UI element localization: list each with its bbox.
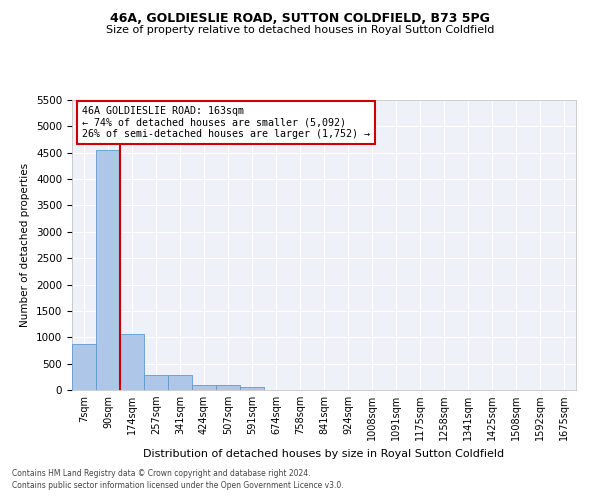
Bar: [240, 387, 264, 390]
Text: Contains public sector information licensed under the Open Government Licence v3: Contains public sector information licen…: [12, 481, 344, 490]
Bar: [168, 374, 192, 390]
Text: 46A GOLDIESLIE ROAD: 163sqm
← 74% of detached houses are smaller (5,092)
26% of : 46A GOLDIESLIE ROAD: 163sqm ← 74% of det…: [82, 106, 370, 139]
Bar: [144, 374, 168, 390]
Text: 46A, GOLDIESLIE ROAD, SUTTON COLDFIELD, B73 5PG: 46A, GOLDIESLIE ROAD, SUTTON COLDFIELD, …: [110, 12, 490, 26]
Bar: [216, 386, 240, 390]
X-axis label: Distribution of detached houses by size in Royal Sutton Coldfield: Distribution of detached houses by size …: [143, 448, 505, 458]
Y-axis label: Number of detached properties: Number of detached properties: [20, 163, 31, 327]
Bar: [120, 334, 144, 390]
Text: Size of property relative to detached houses in Royal Sutton Coldfield: Size of property relative to detached ho…: [106, 25, 494, 35]
Bar: [96, 150, 120, 390]
Bar: [72, 344, 96, 390]
Text: Contains HM Land Registry data © Crown copyright and database right 2024.: Contains HM Land Registry data © Crown c…: [12, 468, 311, 477]
Bar: [192, 386, 216, 390]
